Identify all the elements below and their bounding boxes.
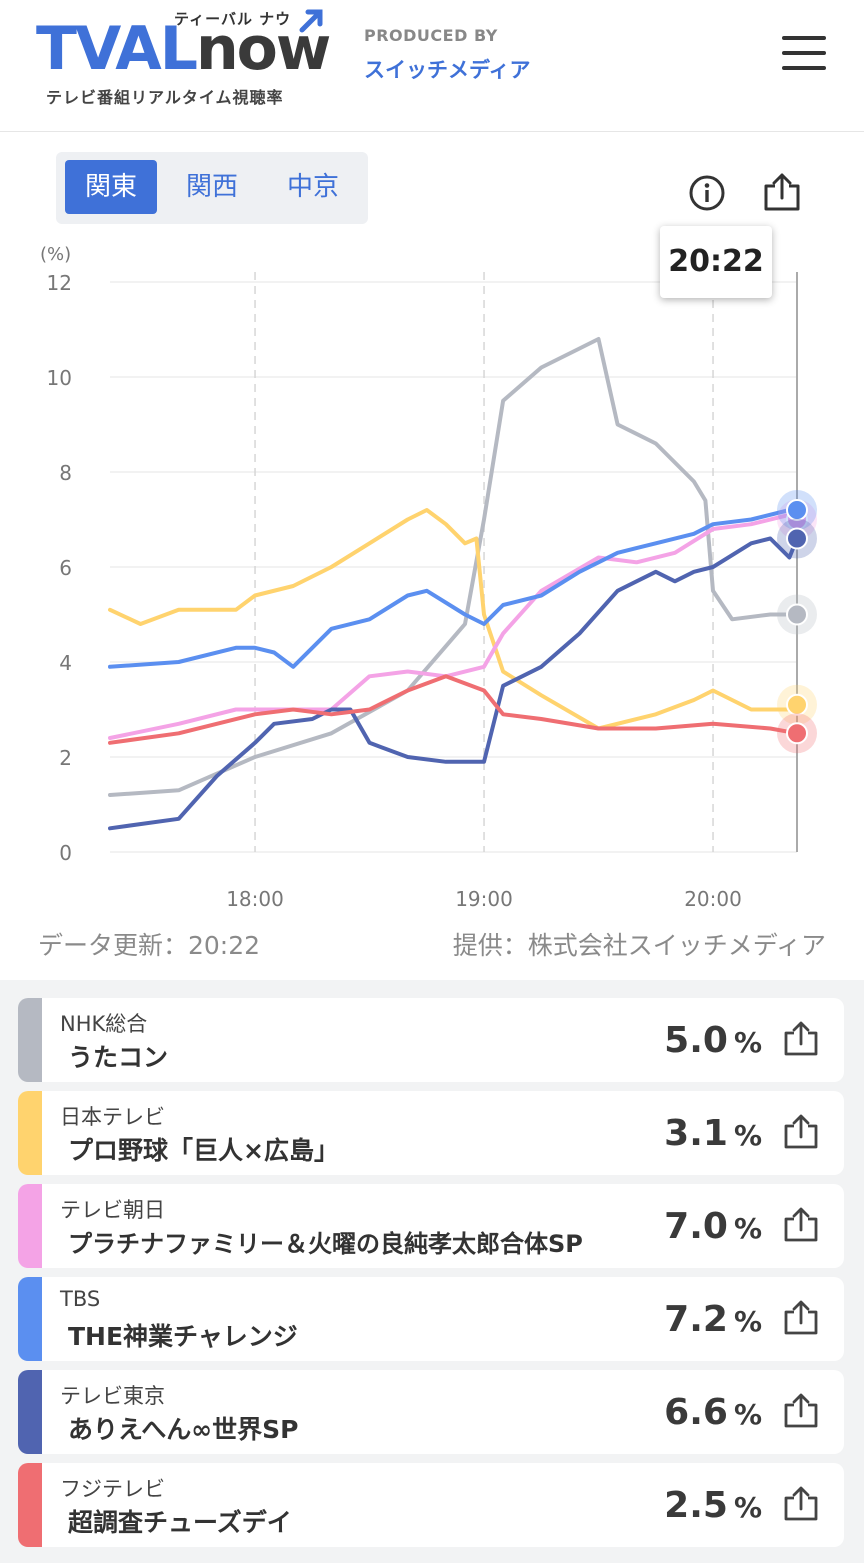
- rating-value: 3.1%: [664, 1113, 762, 1154]
- program-card-fuji[interactable]: フジテレビ 超調査チューズデイ 2.5%: [18, 1463, 844, 1547]
- tab-chukyo[interactable]: 中京: [286, 172, 339, 202]
- channel-name: NHK総合: [60, 1012, 148, 1036]
- channel-color-bar: [18, 1091, 42, 1175]
- x-tick-label: 20:00: [684, 887, 742, 911]
- share-icon[interactable]: [760, 170, 804, 214]
- rating-value: 7.0%: [664, 1206, 762, 1247]
- share-icon[interactable]: [782, 1206, 820, 1244]
- share-icon[interactable]: [782, 1299, 820, 1337]
- y-tick-label: 6: [59, 556, 72, 580]
- series-line-ntv: [108, 508, 799, 731]
- data-updated-time: データ更新：20:22: [38, 931, 261, 960]
- y-tick-label: 0: [59, 841, 72, 865]
- program-list: NHK総合 うたコン 5.0% 日本テレビ プロ野球「巨人×広島」 3.1% テ…: [0, 980, 864, 1563]
- program-card-tvtokyo[interactable]: テレビ東京 ありえへん∞世界SP 6.6%: [18, 1370, 844, 1454]
- series-end-point-nhk: [786, 603, 808, 626]
- channel-name: 日本テレビ: [60, 1105, 165, 1129]
- share-icon[interactable]: [782, 1485, 820, 1523]
- app-header: TVALnow ティーバル ナウ テレビ番組リアルタイム視聴率 PRODUCED…: [0, 0, 864, 132]
- info-icon[interactable]: [687, 173, 727, 213]
- rating-value: 2.5%: [664, 1485, 762, 1526]
- program-title: ありえへん∞世界SP: [68, 1415, 299, 1444]
- share-icon[interactable]: [782, 1392, 820, 1430]
- rating-value: 6.6%: [664, 1392, 762, 1433]
- program-card-ntv[interactable]: 日本テレビ プロ野球「巨人×広島」 3.1%: [18, 1091, 844, 1175]
- y-tick-label: 10: [47, 366, 72, 390]
- hamburger-menu-icon[interactable]: [778, 30, 830, 76]
- channel-name: フジテレビ: [60, 1477, 165, 1501]
- ratings-line-chart[interactable]: 0 2 4 6 8 10 12 (%) 18:00 19:00 20:00: [0, 230, 864, 920]
- program-title: プラチナファミリー＆火曜の良純孝太郎合体SP: [68, 1230, 583, 1258]
- series-end-point-tvtokyo: [786, 527, 808, 550]
- series-line-nhk: [108, 337, 799, 797]
- y-tick-label: 12: [47, 271, 72, 295]
- channel-name: テレビ朝日: [60, 1198, 165, 1222]
- series-line-tbs: [108, 508, 799, 669]
- program-card-tbs[interactable]: TBS THE神業チャレンジ 7.2%: [18, 1277, 844, 1361]
- tvalnow-logo[interactable]: TVALnow ティーバル ナウ テレビ番組リアルタイム視聴率: [36, 8, 331, 108]
- x-tick-label: 18:00: [226, 887, 284, 911]
- rating-value: 5.0%: [664, 1020, 762, 1061]
- share-icon[interactable]: [782, 1113, 820, 1151]
- program-title: THE神業チャレンジ: [68, 1322, 298, 1351]
- program-title: うたコン: [68, 1043, 169, 1072]
- y-tick-label: 2: [59, 746, 72, 770]
- y-axis-unit-label: (%): [40, 244, 71, 265]
- x-tick-label: 19:00: [455, 887, 513, 911]
- program-card-nhk[interactable]: NHK総合 うたコン 5.0%: [18, 998, 844, 1082]
- series-line-tvasahi: [108, 512, 799, 740]
- logo-subtitle: テレビ番組リアルタイム視聴率: [46, 88, 284, 107]
- channel-color-bar: [18, 1277, 42, 1361]
- data-provider: 提供：株式会社スイッチメディア: [452, 931, 826, 960]
- region-tabs: 関東 関西 中京: [56, 152, 368, 224]
- series-end-point-fuji: [786, 722, 808, 745]
- share-icon[interactable]: [782, 1020, 820, 1058]
- logo-arrow-icon: [299, 9, 323, 33]
- y-tick-label: 8: [59, 461, 72, 485]
- series-end-point-tbs: [786, 499, 808, 521]
- time-tooltip: 20:22: [660, 226, 772, 298]
- series-line-tvtokyo: [108, 536, 799, 831]
- produced-by-label: PRODUCED BY: [364, 26, 498, 45]
- channel-color-bar: [18, 998, 42, 1082]
- channel-color-bar: [18, 1184, 42, 1268]
- series-line-fuji: [108, 674, 799, 745]
- program-title: プロ野球「巨人×広島」: [68, 1136, 339, 1165]
- rating-value: 7.2%: [664, 1299, 762, 1340]
- producer-name[interactable]: スイッチメディア: [364, 58, 531, 82]
- tab-kanto[interactable]: 関東: [65, 160, 157, 214]
- program-card-tvasahi[interactable]: テレビ朝日 プラチナファミリー＆火曜の良純孝太郎合体SP 7.0%: [18, 1184, 844, 1268]
- channel-name: テレビ東京: [60, 1384, 165, 1408]
- channel-color-bar: [18, 1463, 42, 1547]
- program-title: 超調査チューズデイ: [68, 1508, 292, 1537]
- channel-color-bar: [18, 1370, 42, 1454]
- series-end-point-ntv: [786, 693, 808, 716]
- tab-kansai[interactable]: 関西: [185, 172, 238, 202]
- channel-name: TBS: [60, 1287, 101, 1311]
- y-tick-label: 4: [59, 651, 72, 675]
- logo-kana: ティーバル ナウ: [174, 10, 292, 28]
